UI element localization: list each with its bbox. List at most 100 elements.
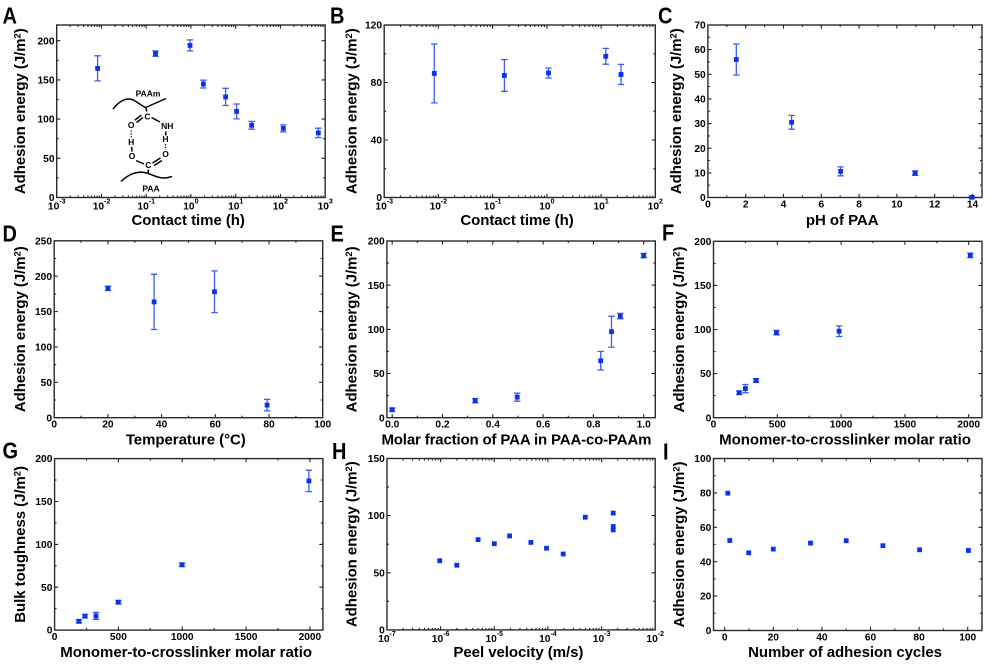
svg-text:50: 50	[41, 378, 53, 389]
svg-text:500: 500	[769, 420, 786, 431]
svg-text:0: 0	[52, 632, 58, 643]
svg-text:1000: 1000	[171, 632, 194, 643]
svg-text:200: 200	[35, 272, 52, 283]
svg-text:Number of adhesion cycles: Number of adhesion cycles	[748, 644, 942, 661]
svg-text:40: 40	[156, 420, 168, 431]
svg-text:Monomer-to-crosslinker molar r: Monomer-to-crosslinker molar ratio	[60, 644, 312, 661]
svg-text:PAAm: PAAm	[136, 89, 161, 99]
svg-text:60: 60	[210, 420, 222, 431]
svg-text:80: 80	[700, 489, 712, 500]
svg-text:Adhesion energy (J/m2): Adhesion energy (J/m2)	[12, 28, 29, 194]
svg-text:1000: 1000	[830, 420, 853, 431]
svg-text:Peel velocity (m/s): Peel velocity (m/s)	[453, 644, 583, 661]
svg-text:0: 0	[711, 420, 717, 431]
svg-text:200: 200	[694, 237, 711, 248]
svg-text:150: 150	[368, 281, 385, 292]
svg-text:O: O	[129, 151, 136, 161]
svg-text:12: 12	[929, 199, 941, 210]
svg-text:60: 60	[865, 632, 877, 643]
svg-text:80: 80	[371, 78, 383, 89]
svg-text:H: H	[162, 134, 168, 144]
svg-text:50: 50	[43, 154, 55, 165]
svg-text:0.6: 0.6	[536, 420, 550, 431]
svg-text:H: H	[332, 438, 346, 465]
svg-text:50: 50	[694, 70, 706, 81]
svg-text:60: 60	[694, 45, 706, 56]
svg-text:10: 10	[891, 199, 903, 210]
svg-text:1500: 1500	[235, 632, 258, 643]
svg-text:Monomer-to-crosslinker molar r: Monomer-to-crosslinker molar ratio	[719, 432, 971, 449]
svg-text:F: F	[662, 219, 674, 246]
svg-text:0.4: 0.4	[486, 420, 500, 431]
svg-text:0: 0	[705, 199, 711, 210]
svg-text:30: 30	[694, 119, 706, 130]
svg-text:Contact time (h): Contact time (h)	[460, 212, 573, 229]
svg-text:100: 100	[694, 454, 711, 465]
svg-text:NH: NH	[161, 121, 173, 131]
svg-text:1500: 1500	[894, 420, 917, 431]
svg-text:40: 40	[371, 136, 383, 147]
svg-text:Contact time (h): Contact time (h)	[132, 212, 245, 229]
svg-text:40: 40	[694, 95, 706, 106]
svg-text:I: I	[663, 438, 669, 465]
svg-text:C: C	[144, 112, 150, 122]
svg-text:100: 100	[694, 325, 711, 336]
svg-text:6: 6	[818, 199, 824, 210]
svg-text:100: 100	[38, 115, 55, 126]
svg-text:G: G	[3, 437, 19, 464]
svg-text:Temperature (°C): Temperature (°C)	[126, 432, 246, 449]
svg-text:B: B	[330, 2, 344, 29]
svg-text:150: 150	[35, 497, 52, 508]
svg-text:8: 8	[856, 199, 862, 210]
svg-text:2000: 2000	[299, 632, 322, 643]
svg-text:200: 200	[368, 237, 385, 248]
svg-text:0: 0	[51, 420, 57, 431]
svg-text:250: 250	[35, 236, 52, 247]
svg-text:150: 150	[35, 307, 52, 318]
svg-text:2000: 2000	[957, 420, 980, 431]
svg-text:D: D	[3, 220, 17, 247]
svg-text:100: 100	[35, 540, 52, 551]
svg-text:60: 60	[700, 523, 712, 534]
svg-text:Adhesion energy (J/m2): Adhesion energy (J/m2)	[344, 461, 361, 627]
svg-text:150: 150	[38, 76, 55, 87]
svg-text:20: 20	[694, 144, 706, 155]
svg-text:100: 100	[368, 511, 385, 522]
svg-text:0.8: 0.8	[586, 420, 600, 431]
svg-text:4: 4	[781, 199, 787, 210]
svg-text:Adhesion energy (J/m2): Adhesion energy (J/m2)	[671, 462, 688, 628]
svg-text:H: H	[128, 137, 134, 147]
svg-text:1.0: 1.0	[637, 420, 651, 431]
svg-text:100: 100	[314, 420, 331, 431]
svg-text:C: C	[658, 2, 672, 29]
svg-text:Adhesion energy (J/m2): Adhesion energy (J/m2)	[668, 28, 685, 194]
svg-text:0.2: 0.2	[435, 420, 449, 431]
svg-text:PAA: PAA	[142, 184, 159, 194]
svg-text:0: 0	[706, 626, 712, 637]
svg-text:20: 20	[700, 592, 712, 603]
svg-text:Adhesion energy (J/m2): Adhesion energy (J/m2)	[12, 246, 29, 412]
svg-text:0.0: 0.0	[385, 420, 399, 431]
svg-text:120: 120	[365, 21, 382, 32]
svg-text:Adhesion energy (J/m2): Adhesion energy (J/m2)	[671, 247, 688, 413]
svg-text:200: 200	[35, 454, 52, 465]
svg-text:200: 200	[38, 36, 55, 47]
svg-text:100: 100	[368, 325, 385, 336]
svg-text:50: 50	[373, 369, 385, 380]
svg-text:10: 10	[694, 169, 706, 180]
svg-text:100: 100	[35, 343, 52, 354]
svg-text:150: 150	[694, 281, 711, 292]
svg-text:Adhesion energy (J/m2): Adhesion energy (J/m2)	[344, 246, 361, 412]
svg-text:70: 70	[694, 21, 706, 32]
svg-text:50: 50	[373, 568, 385, 579]
svg-text:150: 150	[368, 454, 385, 465]
svg-text:O: O	[162, 149, 169, 159]
svg-text:40: 40	[700, 557, 712, 568]
svg-text:100: 100	[959, 632, 976, 643]
svg-text:80: 80	[913, 632, 925, 643]
svg-text:20: 20	[102, 420, 114, 431]
svg-text:C: C	[145, 160, 151, 170]
svg-text:2: 2	[743, 199, 749, 210]
svg-text:20: 20	[768, 632, 780, 643]
svg-text:500: 500	[110, 632, 127, 643]
